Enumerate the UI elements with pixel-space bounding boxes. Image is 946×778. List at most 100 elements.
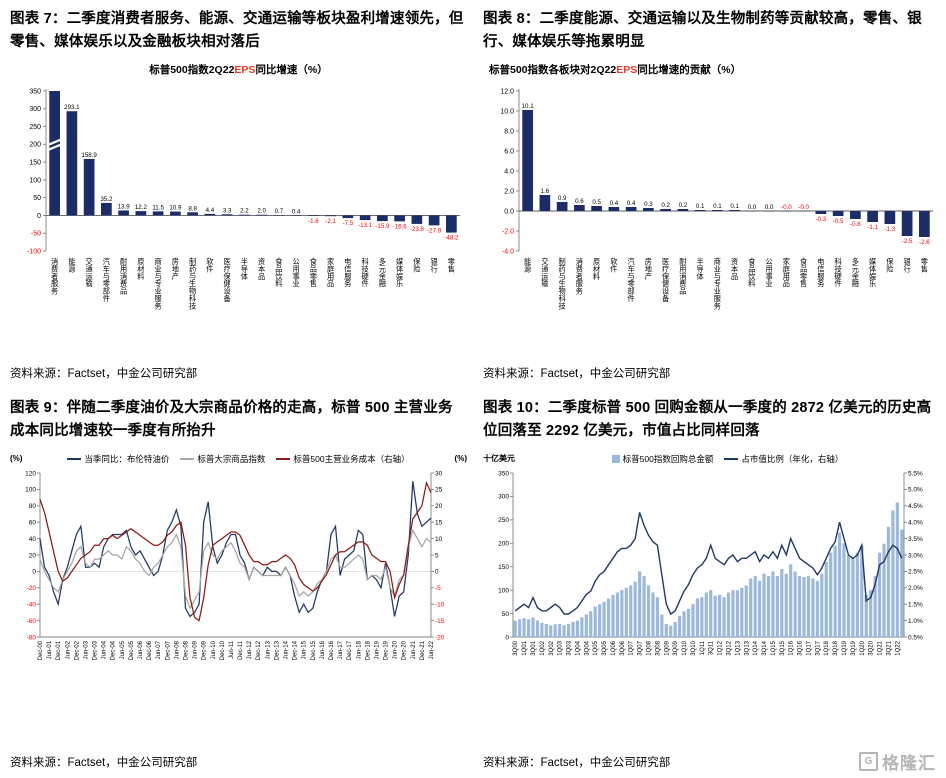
svg-fig10-plot: 350 300 250 200 150 100 50 0 5.5% 5.0% 4.5% 4.0% 3.5… [498,470,923,655]
buyback-bar-swatch-icon [611,454,620,463]
svg-text:Jun-15: Jun-15 [302,640,308,659]
svg-text:0.0: 0.0 [504,208,514,215]
svg-fig8-plot: 12.0 10.0 8.0 6.0 4.0 2.0 0.0 -2.0 -4.0 10.1 能源 1.6… [500,88,933,310]
fig8-chart-title-post: 同比增速的贡献（%） [637,63,742,76]
svg-text:1Q22: 1Q22 [895,640,901,655]
svg-text:食品零售: 食品零售 [310,257,317,288]
svg-text:半导体: 半导体 [241,257,248,281]
svg-text:制药与生物科技: 制药与生物科技 [189,257,196,310]
svg-text:Jun-04: Jun-04 [102,640,108,659]
svg-text:Jun-20: Jun-20 [393,640,399,659]
svg-text:电信服务: 电信服务 [817,257,824,288]
series-buyback-ratio [514,512,903,616]
svg-text:Jun-12: Jun-12 [247,640,253,659]
svg-text:1Q05: 1Q05 [593,640,599,655]
svg-text:耐用消费品: 耐用消费品 [120,257,127,296]
svg-text:Dec-04: Dec-04 [111,640,117,660]
svg-text:0.0: 0.0 [748,204,757,211]
svg-text:Dec-14: Dec-14 [293,640,299,660]
svg-text:0.7: 0.7 [275,208,284,215]
svg-text:科技硬件: 科技硬件 [362,257,369,288]
svg-text:100: 100 [25,487,36,494]
panel-fig8: 图表 8：二季度能源、交通运输以及生物制药等贡献较高，零售、银行、媒体娱乐等拖累… [473,0,946,389]
svg-text:-40: -40 [27,601,37,608]
svg-text:资本品: 资本品 [731,257,738,281]
svg-text:250: 250 [29,124,41,131]
panel-fig9: 图表 9：伴随二季度油价及大宗商品价格的走高，标普 500 主营业务成本同比增速… [0,389,473,778]
svg-text:5: 5 [435,552,439,559]
svg-text:食品饮料: 食品饮料 [275,257,283,288]
svg-text:0.1: 0.1 [713,203,722,210]
svg-text:3Q14: 3Q14 [762,640,768,655]
fig9-left-axis-unit: (%) [10,454,23,464]
svg-text:-2.6: -2.6 [919,239,930,246]
svg-text:0.9: 0.9 [558,195,567,202]
fig9-title: 图表 9：伴随二季度油价及大宗商品价格的走高，标普 500 主营业务成本同比增速… [10,400,453,440]
fig7-bar-chart: 350 300 250 200 150 100 50 0 -50 -100 消费者服务 293.1 能源… [27,88,460,310]
svg-text:0.2: 0.2 [679,202,688,209]
svg-text:3Q03: 3Q03 [567,640,573,655]
svg-text:-23.8: -23.8 [410,226,425,233]
svg-text:-16.6: -16.6 [393,223,408,230]
svg-text:保险: 保险 [886,257,894,273]
svg-text:-1.6: -1.6 [308,218,319,225]
svg-text:1Q06: 1Q06 [611,640,617,655]
svg-text:1Q17: 1Q17 [806,640,812,655]
svg-text:Jun-17: Jun-17 [338,640,344,659]
svg-text:1Q21: 1Q21 [878,640,884,655]
svg-text:银行: 银行 [904,257,911,273]
series-brent [39,481,432,618]
svg-text:公用事业: 公用事业 [293,257,300,288]
fig8-bar-chart: 12.0 10.0 8.0 6.0 4.0 2.0 0.0 -2.0 -4.0 10.1 能源 1.6… [500,88,933,310]
svg-text:1Q01: 1Q01 [522,640,528,655]
svg-text:40: 40 [29,536,37,543]
svg-text:2.0%: 2.0% [908,585,923,592]
svg-text:Dec-07: Dec-07 [165,640,171,660]
fig7-chart-title-post: 同比增速（%） [255,63,328,76]
svg-text:Dec-18: Dec-18 [365,640,371,660]
svg-text:-7.5: -7.5 [343,220,354,227]
svg-text:零售: 零售 [921,257,928,273]
svg-text:3Q09: 3Q09 [673,640,679,655]
svg-text:0: 0 [37,213,41,220]
fig8-chart-title-pre: 标普500指数各板块对2Q22 [489,63,617,76]
svg-text:Dec-21: Dec-21 [420,640,426,660]
svg-text:0: 0 [505,634,509,641]
fig10-bar-line-chart: 350 300 250 200 150 100 50 0 5.5% 5.0% 4.5% 4.0% 3.5… [498,470,923,655]
fig8-chart-title-eps: EPS [616,63,638,76]
svg-text:Dec-00: Dec-00 [38,640,44,660]
svg-text:Jun-01: Jun-01 [47,640,53,659]
svg-text:耐用消费品: 耐用消费品 [679,257,686,296]
svg-text:35.2: 35.2 [100,196,113,203]
svg-text:Dec-19: Dec-19 [384,640,390,660]
svg-text:Jun-18: Jun-18 [356,640,362,659]
brent-line-swatch-icon [67,457,82,460]
svg-text:Jun-10: Jun-10 [211,640,217,659]
svg-text:能源: 能源 [68,257,75,273]
svg-text:4.0: 4.0 [504,168,514,175]
svg-text:4.5%: 4.5% [908,503,923,510]
svg-text:-50: -50 [31,231,41,238]
svg-text:Dec-16: Dec-16 [329,640,335,660]
svg-text:Dec-15: Dec-15 [311,640,317,660]
svg-text:Dec-12: Dec-12 [256,640,262,660]
svg-text:50: 50 [502,611,510,618]
svg-text:0.2: 0.2 [661,202,670,209]
svg-text:30: 30 [435,470,443,477]
svg-text:3.0%: 3.0% [908,552,923,559]
svg-text:1Q03: 1Q03 [558,640,564,655]
svg-text:6.0: 6.0 [504,148,514,155]
svg-text:-48.2: -48.2 [444,235,459,242]
svg-text:3Q08: 3Q08 [655,640,661,655]
svg-text:Dec-13: Dec-13 [274,640,280,660]
svg-fig7-plot: 350 300 250 200 150 100 50 0 -50 -100 消费者服务 293.1 能源… [27,88,460,310]
svg-text:5.0%: 5.0% [908,487,923,494]
svg-text:Jun-11: Jun-11 [229,640,235,659]
svg-text:-13.1: -13.1 [358,222,373,229]
svg-text:350: 350 [29,88,41,95]
svg-text:媒体娱乐: 媒体娱乐 [869,257,876,288]
svg-text:0.1: 0.1 [696,203,705,210]
svg-text:1Q08: 1Q08 [647,640,653,655]
svg-text:1Q02: 1Q02 [540,640,546,655]
